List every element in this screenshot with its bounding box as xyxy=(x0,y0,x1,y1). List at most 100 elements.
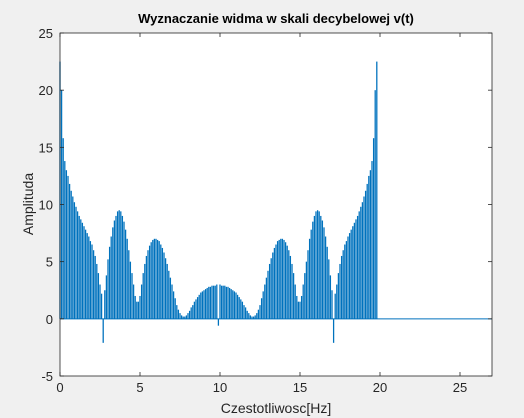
y-tick-label: 25 xyxy=(39,26,53,41)
bar xyxy=(235,292,237,319)
bar xyxy=(91,244,93,319)
bar xyxy=(64,161,66,319)
bar xyxy=(244,307,247,319)
bar xyxy=(201,291,204,319)
bar xyxy=(211,285,213,319)
x-tick-label: 10 xyxy=(213,380,227,395)
bar xyxy=(118,210,120,319)
bar xyxy=(161,247,164,319)
bar xyxy=(128,250,130,319)
bar xyxy=(304,273,306,319)
bar xyxy=(227,286,229,319)
bar xyxy=(321,220,324,319)
bar xyxy=(283,239,285,319)
bar xyxy=(334,293,336,319)
bar xyxy=(305,261,308,319)
bar xyxy=(120,211,122,319)
bar xyxy=(366,183,368,319)
bar xyxy=(206,287,208,319)
bar xyxy=(86,233,88,319)
bar xyxy=(288,250,290,319)
bar xyxy=(355,219,357,319)
bar xyxy=(136,301,138,319)
bar xyxy=(152,239,154,319)
bar xyxy=(220,285,223,319)
bar xyxy=(248,313,250,319)
bar xyxy=(185,315,188,319)
bar xyxy=(105,275,108,319)
x-tick-label: 25 xyxy=(453,380,467,395)
bar xyxy=(147,250,149,319)
bar xyxy=(228,287,231,319)
bar xyxy=(232,290,234,319)
bar xyxy=(168,270,170,319)
bar xyxy=(144,263,146,319)
bar xyxy=(150,242,152,319)
bar xyxy=(240,299,242,319)
bar xyxy=(216,284,218,319)
bar xyxy=(236,294,239,319)
bar xyxy=(121,215,124,319)
bar xyxy=(348,233,351,319)
bar xyxy=(145,255,148,319)
bar xyxy=(198,294,200,319)
bar xyxy=(241,301,244,319)
bar xyxy=(260,298,263,319)
bar xyxy=(204,289,207,319)
bar xyxy=(153,238,156,319)
bar xyxy=(264,284,266,319)
bar xyxy=(278,239,280,319)
bar xyxy=(102,318,104,343)
bar xyxy=(284,242,287,319)
bar xyxy=(371,161,373,319)
bar xyxy=(342,250,344,319)
bar xyxy=(308,238,311,319)
bar xyxy=(302,284,304,319)
bar xyxy=(296,295,298,319)
bar xyxy=(352,226,354,319)
bar xyxy=(219,284,221,319)
bar xyxy=(76,211,79,319)
bar xyxy=(70,190,72,319)
bar xyxy=(265,277,268,319)
bar xyxy=(116,211,119,319)
bar xyxy=(192,305,194,319)
bar xyxy=(99,284,101,319)
bar xyxy=(270,258,272,319)
bar xyxy=(115,215,117,319)
bar xyxy=(291,263,293,319)
bar xyxy=(73,202,76,319)
bar xyxy=(318,211,320,319)
bar xyxy=(200,292,202,319)
axes-box xyxy=(59,32,493,377)
bar xyxy=(286,245,288,319)
bar xyxy=(81,222,84,319)
bar xyxy=(364,190,367,319)
bars-group xyxy=(59,61,492,343)
bar xyxy=(316,210,319,319)
bar xyxy=(372,138,375,319)
bar xyxy=(329,275,332,319)
bar xyxy=(160,244,162,319)
bar xyxy=(310,229,312,319)
bar xyxy=(68,183,71,319)
bar xyxy=(267,270,269,319)
bar xyxy=(208,286,210,319)
bar xyxy=(275,244,277,319)
bar xyxy=(176,305,178,319)
bar xyxy=(326,246,328,319)
bar xyxy=(376,61,378,319)
bar xyxy=(110,236,112,319)
bar xyxy=(323,227,325,319)
bar xyxy=(332,318,335,343)
axes-background xyxy=(60,33,492,376)
bar xyxy=(257,309,260,319)
bar xyxy=(280,238,282,319)
bar xyxy=(188,310,191,319)
bar xyxy=(163,252,165,319)
bar xyxy=(112,227,114,319)
bar xyxy=(123,221,125,319)
bar xyxy=(89,241,92,319)
x-axis-label: Czestotliwosc[Hz] xyxy=(221,400,331,416)
bar xyxy=(100,293,103,319)
